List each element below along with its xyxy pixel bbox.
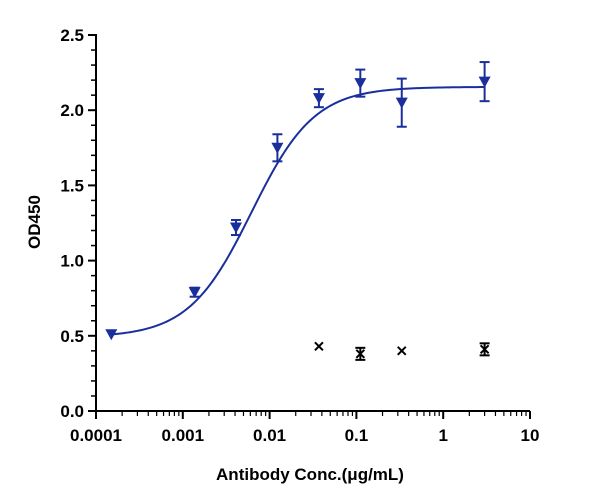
data-point-series-2 [355,349,366,359]
data-point-series-1 [229,222,242,234]
data-point-series-2 [314,341,324,352]
data-point-series-1 [312,93,325,105]
y-axis-title: OD450 [25,195,44,249]
data-point-series-2 [397,346,407,356]
x-tick-label: 10 [521,426,540,445]
x-tick-label: 0.0001 [70,426,122,445]
x-tick-label: 1 [438,426,447,445]
data-point-series-2 [479,344,490,355]
data-point-series-1 [188,287,201,299]
x-tick-label: 0.001 [162,426,205,445]
y-tick-label: 0.0 [60,402,84,421]
y-tick-label: 0.5 [60,327,84,346]
plot-area: 0.0 0.5 1.0 1.5 2.0 2.5 0.0001 0.001 0.01 0.1 1 10 [60,26,539,445]
fit-curve [111,86,485,336]
x-axis-title: Antibody Conc.(μg/mL) [216,465,404,484]
y-tick-label: 2.5 [60,26,84,45]
x-tick-label: 0.1 [345,426,369,445]
data-point-series-1 [354,78,367,90]
data-point-series-1 [105,329,118,341]
x-tick-label: 0.01 [253,426,286,445]
data-point-series-1 [395,97,408,109]
data-point-series-1 [271,142,284,154]
y-tick-label: 1.0 [60,252,84,271]
y-tick-label: 2.0 [60,101,84,120]
y-tick-label: 1.5 [60,176,84,195]
data-point-series-1 [478,76,491,88]
